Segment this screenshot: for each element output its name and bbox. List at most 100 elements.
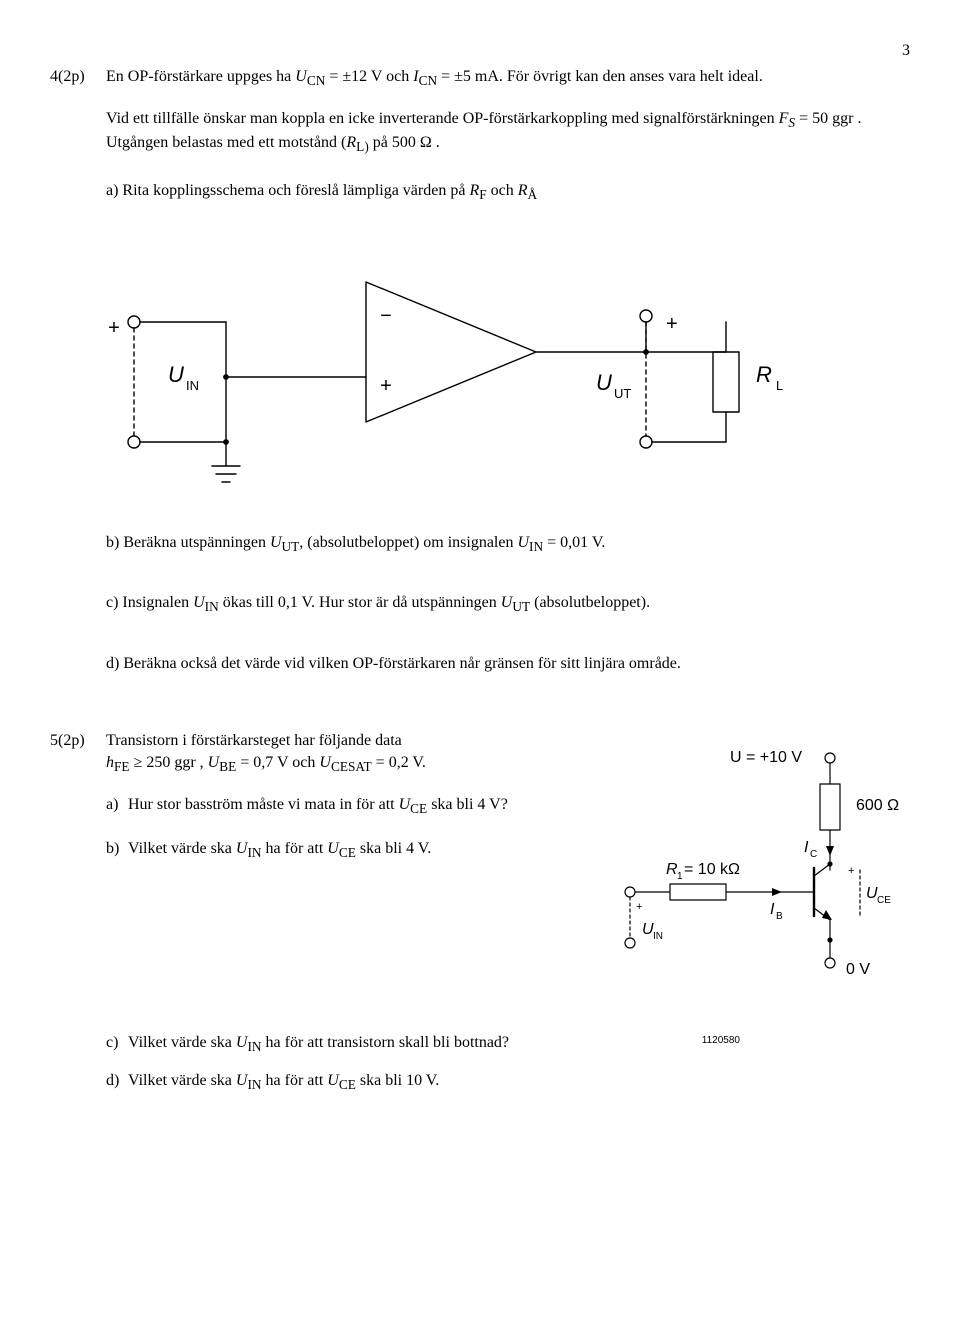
text: = 50 ggr <box>795 110 853 127</box>
text: ska bli 4 V. <box>356 840 431 857</box>
sub: IN <box>247 1078 261 1093</box>
label: c) <box>106 1032 128 1056</box>
text: a) Rita kopplingsschema och föreslå lämp… <box>106 182 469 199</box>
text: Vilket värde ska <box>128 840 236 857</box>
sub: IN <box>247 1039 261 1054</box>
sub: IN <box>529 539 543 554</box>
diagram-id: 1120580 <box>702 1034 740 1048</box>
text: ha för att <box>262 1072 328 1089</box>
question-4: 4(2p) En OP-förstärkare uppges ha UCN = … <box>50 66 910 711</box>
svg-text:−: − <box>380 305 392 327</box>
label: a) <box>106 794 128 818</box>
sub: BE <box>219 759 236 774</box>
text: ≥ 250 ggr <box>130 754 196 771</box>
svg-text:+: + <box>380 375 392 397</box>
svg-text:I: I <box>770 901 775 918</box>
sym-u: U <box>399 796 411 813</box>
q4-part-c: c) Insignalen UIN ökas till 0,1 V. Hur s… <box>106 592 910 616</box>
text: Vilket värde ska <box>128 1072 236 1089</box>
text: Vilket värde ska <box>128 1034 236 1051</box>
text: b) Beräkna utspänningen <box>106 534 270 551</box>
text: c) Insignalen <box>106 594 193 611</box>
svg-text:R: R <box>756 362 772 387</box>
svg-text:L: L <box>776 378 783 393</box>
sub: UT <box>282 539 300 554</box>
text: ha för att transistorn skall bli bottnad… <box>262 1034 510 1051</box>
sym-r: R <box>469 182 479 199</box>
svg-text:= 10 kΩ: = 10 kΩ <box>684 861 740 878</box>
svg-text:CE: CE <box>877 895 891 906</box>
opamp-diagram: + U IN − + <box>106 222 826 502</box>
q4-intro-1: En OP-förstärkare uppges ha UCN = ±12 V … <box>106 66 910 90</box>
sub: CN <box>419 73 438 88</box>
transistor-diagram: U = +10 V 600 Ω I C <box>570 742 910 1002</box>
q4-part-b: b) Beräkna utspänningen UUT, (absolutbel… <box>106 532 910 556</box>
sub: FE <box>114 759 130 774</box>
svg-text:U: U <box>168 362 184 387</box>
sub: IN <box>205 600 219 615</box>
sub: F <box>479 187 486 202</box>
sym-u: U <box>327 1072 339 1089</box>
q4-label: 4(2p) <box>50 66 106 88</box>
q5-part-a: a) Hur stor basström måste vi mata in fö… <box>106 794 558 818</box>
sym-u: U <box>193 594 205 611</box>
text: ökas till 0,1 V. Hur stor är då utspänni… <box>219 594 501 611</box>
text: Transistorn i förstärkarsteget har följa… <box>106 732 402 749</box>
label: b) <box>106 838 128 862</box>
q4-part-d: d) Beräkna också det värde vid vilken OP… <box>106 653 910 675</box>
text: = ±12 V och <box>325 68 413 85</box>
q5-intro: Transistorn i förstärkarsteget har följa… <box>106 730 558 776</box>
sub: CE <box>410 801 427 816</box>
sym-r: R <box>518 182 528 199</box>
sym-f: F <box>779 110 789 127</box>
text: = 0,01 V. <box>543 534 605 551</box>
q5-part-b: b) Vilket värde ska UIN ha för att UCE s… <box>106 838 558 862</box>
text: = 0,2 V. <box>372 754 426 771</box>
q5-part-d: d) Vilket värde ska UIN ha för att UCE s… <box>106 1070 910 1094</box>
sub: CN <box>307 73 326 88</box>
sub: IN <box>247 845 261 860</box>
svg-text:UT: UT <box>614 386 631 401</box>
text: på 500 Ω . <box>369 134 440 151</box>
q4-intro-2: Vid ett tillfälle önskar man koppla en i… <box>106 108 910 156</box>
text: d) Beräkna också det värde vid vilken OP… <box>106 655 681 672</box>
svg-text:+: + <box>636 901 642 913</box>
text: = 0,7 V <box>236 754 288 771</box>
sub: CE <box>339 845 356 860</box>
text: ska bli 10 V. <box>356 1072 439 1089</box>
sym-u: U <box>236 1072 248 1089</box>
text: = ±5 mA. För övrigt kan den anses vara h… <box>437 68 763 85</box>
text: (absolutbeloppet). <box>530 594 650 611</box>
svg-text:U = +10 V: U = +10 V <box>730 749 802 766</box>
page-number: 3 <box>50 40 910 62</box>
text: En OP-förstärkare uppges ha <box>106 68 295 85</box>
sub: Å <box>528 187 538 202</box>
svg-text:+: + <box>666 313 678 335</box>
text: och <box>288 754 319 771</box>
sym-u: U <box>501 594 513 611</box>
sym-u: U <box>327 840 339 857</box>
text: Vid ett tillfälle önskar man koppla en i… <box>106 110 779 127</box>
q5-part-c: c) Vilket värde ska UIN ha för att trans… <box>106 1032 910 1056</box>
text: och <box>487 182 518 199</box>
svg-text:IN: IN <box>186 378 199 393</box>
text: Hur stor basström måste vi mata in för a… <box>128 796 399 813</box>
svg-text:+: + <box>108 317 120 339</box>
sym-u: U <box>319 754 331 771</box>
label: d) <box>106 1070 128 1094</box>
text: , <box>196 754 208 771</box>
sym-r: R <box>346 134 356 151</box>
sym-u: U <box>236 840 248 857</box>
svg-text:B: B <box>776 911 783 922</box>
svg-text:IN: IN <box>653 931 663 942</box>
q5-label: 5(2p) <box>50 730 106 752</box>
text: ha för att <box>262 840 328 857</box>
sym-u: U <box>517 534 529 551</box>
svg-text:1: 1 <box>677 871 683 882</box>
q4-part-a: a) Rita kopplingsschema och föreslå lämp… <box>106 180 910 204</box>
sub: CE <box>339 1078 356 1093</box>
sym-h: h <box>106 754 114 771</box>
svg-text:U: U <box>596 370 612 395</box>
sym-u: U <box>295 68 307 85</box>
svg-text:+: + <box>848 865 854 877</box>
